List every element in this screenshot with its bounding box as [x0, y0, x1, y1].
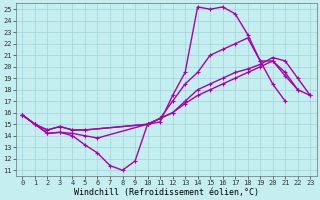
X-axis label: Windchill (Refroidissement éolien,°C): Windchill (Refroidissement éolien,°C)	[74, 188, 259, 197]
